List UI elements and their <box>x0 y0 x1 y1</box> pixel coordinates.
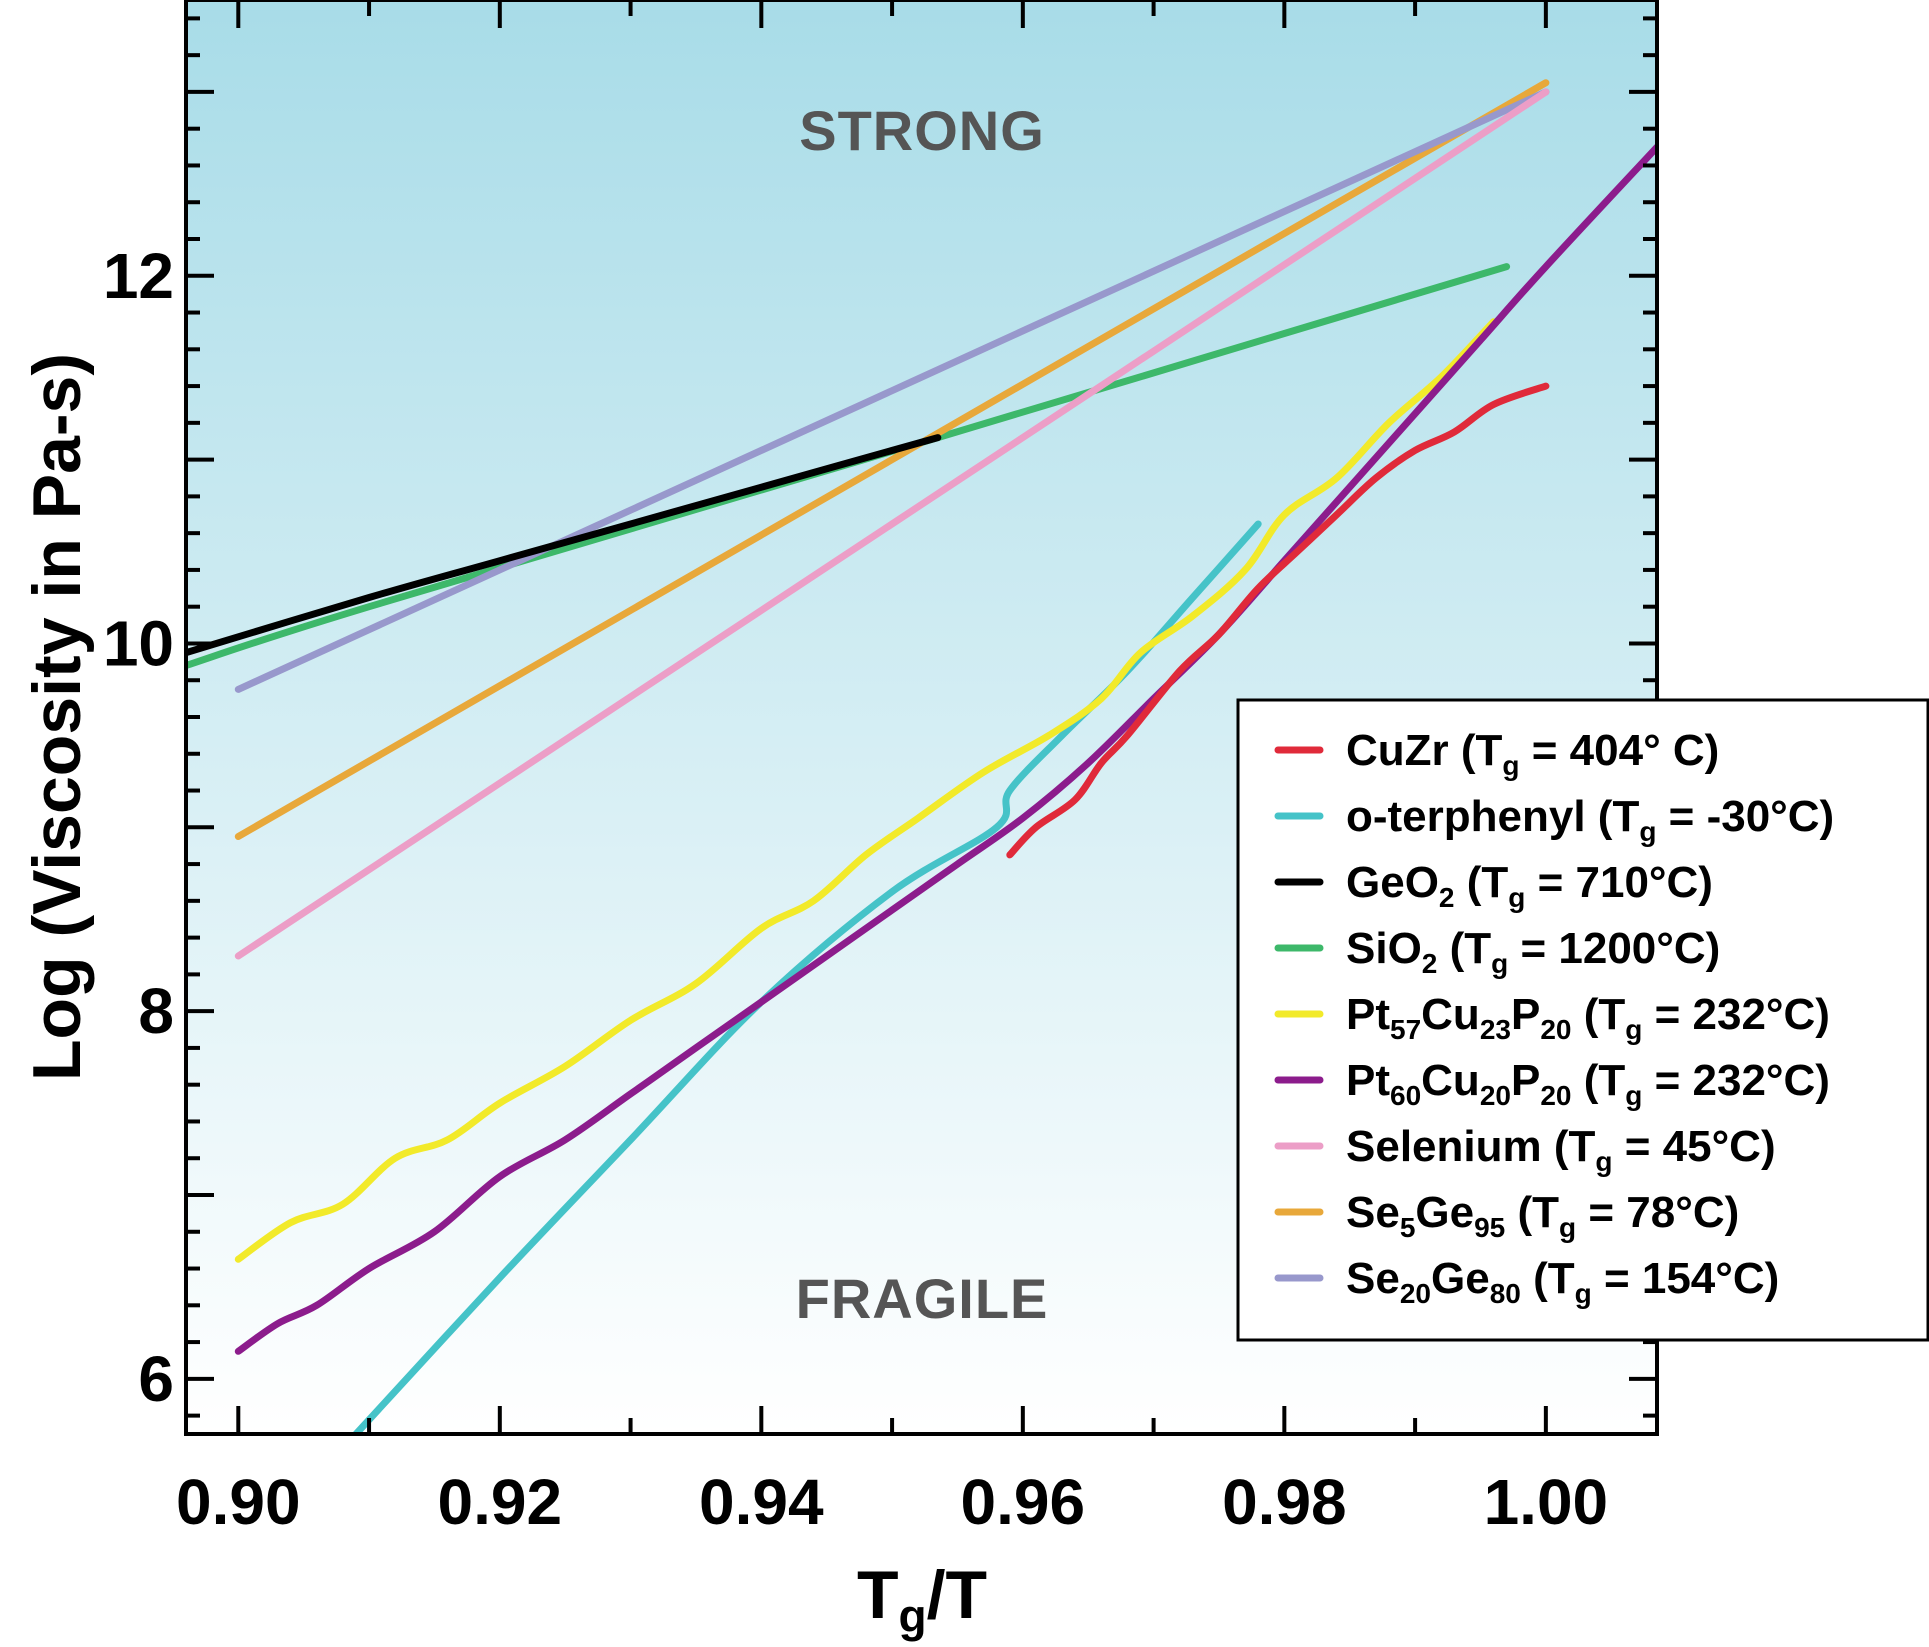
y-tick-label: 8 <box>138 975 174 1047</box>
legend-label: GeO2 (Tg = 710°C) <box>1346 858 1713 913</box>
legend-label: Pt60Cu20P20 (Tg = 232°C) <box>1346 1056 1830 1111</box>
legend-label: Se20Ge80 (Tg = 154°C) <box>1346 1254 1779 1309</box>
x-tick-label: 0.96 <box>961 1466 1086 1538</box>
y-axis-title: Log (Viscosity in Pa-s) <box>19 353 95 1081</box>
legend: CuZr (Tg = 404° C) o-terphenyl (Tg = -30°… <box>1236 698 1929 1342</box>
y-tick-label: 10 <box>103 607 174 679</box>
legend-label: SiO2 (Tg = 1200°C) <box>1346 924 1720 979</box>
x-tick-label: 0.92 <box>438 1466 563 1538</box>
tick-layer: 0.90 0.92 0.94 0.96 0.98 1.00 6 8 10 12 <box>103 0 1657 1538</box>
x-axis-title: Tg/T <box>857 1557 987 1642</box>
legend-label: Selenium (Tg = 45°C) <box>1346 1122 1776 1177</box>
y-tick-label: 12 <box>103 240 174 312</box>
legend-box <box>1236 698 1929 1342</box>
legend-label: Se5Ge95 (Tg = 78°C) <box>1346 1188 1739 1243</box>
x-tick-label: 0.90 <box>176 1466 301 1538</box>
series-line-2 <box>186 434 942 657</box>
legend-label: Pt57Cu23P20 (Tg = 232°C) <box>1346 990 1830 1045</box>
series-line-4 <box>234 318 1498 1263</box>
series-line-5 <box>234 143 1657 1355</box>
series-line-8 <box>234 88 1550 693</box>
region-label-strong: STRONG <box>799 99 1045 162</box>
series-line-0 <box>1006 382 1550 859</box>
legend-label: o-terphenyl (Tg = -30°C) <box>1346 792 1834 847</box>
series-layer <box>186 79 1657 1434</box>
series-line-7 <box>234 79 1550 840</box>
x-tick-label: 1.00 <box>1484 1466 1609 1538</box>
x-tick-label: 0.98 <box>1222 1466 1347 1538</box>
series-line-6 <box>234 88 1550 960</box>
y-tick-label: 6 <box>138 1343 174 1415</box>
region-label-fragile: FRAGILE <box>796 1267 1049 1330</box>
legend-items: CuZr (Tg = 404° C) o-terphenyl (Tg = -30°… <box>1274 726 1834 1309</box>
x-tick-label: 0.94 <box>699 1466 824 1538</box>
legend-label: CuZr (Tg = 404° C) <box>1346 726 1719 781</box>
